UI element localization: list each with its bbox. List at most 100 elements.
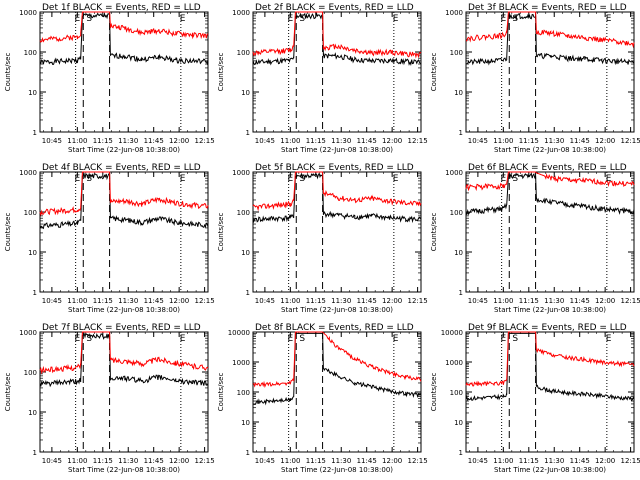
y-tick-label: 1 [33,289,37,297]
events-series-line [39,172,209,230]
x-tick-label: 12:15 [408,297,428,305]
x-tick-label: 12:15 [408,137,428,145]
chart-title: Det 7f BLACK = Events, RED = LLD [42,323,201,333]
x-tick-label: 10:45 [42,457,62,465]
x-tick-label: 10:45 [468,297,488,305]
x-tick-label: 11:15 [306,137,326,145]
x-tick-label: 10:45 [255,457,275,465]
chart-det-5f: Det 5f BLACK = Events, RED = LLD Counts/s… [217,163,428,314]
y-tick-label: 100 [24,369,37,377]
event-marker-label: E [393,334,399,344]
x-tick-label: 11:45 [144,137,164,145]
chart-title: Det 2f BLACK = Events, RED = LLD [255,3,414,13]
events-series-line [252,11,421,67]
x-tick-label: 10:45 [255,137,275,145]
x-tick-label: 12:00 [382,297,402,305]
event-marker-label: E [287,14,293,24]
events-series-line [253,332,422,406]
x-tick-label: 11:45 [357,137,377,145]
x-tick-label: 12:15 [195,297,215,305]
y-axis-label: Counts/sec [4,213,12,252]
y-tick-label: 100 [237,209,250,217]
y-tick-label: 10 [28,89,37,97]
x-tick-label: 11:00 [493,457,513,465]
event-marker-label: E [180,14,186,24]
y-tick-label: 1 [459,289,463,297]
plot-frame [465,11,635,133]
y-tick-label: 10000 [228,329,250,337]
x-tick-label: 12:15 [621,457,640,465]
x-tick-label: 12:00 [382,457,402,465]
lld-series-line [39,171,209,217]
y-tick-label: 1000 [445,359,463,367]
x-tick-label: 11:15 [93,457,113,465]
x-tick-label: 10:45 [42,137,62,145]
saa-marker-label: S [299,334,305,344]
x-tick-label: 11:30 [331,137,351,145]
chart-title: Det 9f BLACK = Events, RED = LLD [468,323,627,333]
saa-marker-label: S [86,334,92,344]
y-tick-label: 10000 [441,329,463,337]
y-tick-label: 1000 [19,9,37,17]
chart-title: Det 3f BLACK = Events, RED = LLD [468,3,627,13]
x-tick-label: 11:30 [331,297,351,305]
chart-title: Det 1f BLACK = Events, RED = LLD [42,3,201,13]
chart-title: Det 8f BLACK = Events, RED = LLD [255,323,414,333]
x-tick-label: 11:45 [570,137,590,145]
events-series-line [465,172,635,216]
x-tick-label: 11:45 [144,457,164,465]
x-tick-label: 11:30 [544,297,564,305]
x-tick-label: 11:30 [331,457,351,465]
y-tick-label: 1000 [232,9,250,17]
y-tick-label: 1000 [232,169,250,177]
y-tick-label: 10 [241,419,250,427]
x-tick-label: 11:30 [544,137,564,145]
plot-frame [465,171,635,293]
event-marker-label: E [606,14,612,24]
saa-marker-label: S [299,14,305,24]
y-axis-label: Counts/sec [217,53,225,92]
y-tick-label: 1 [459,129,463,137]
x-tick-label: 11:15 [93,137,113,145]
x-axis-label: Start Time (22-Jun-08 10:38:00) [494,146,606,154]
x-tick-label: 11:15 [306,297,326,305]
y-tick-label: 10 [28,249,37,257]
y-tick-label: 1 [246,129,250,137]
x-tick-label: 12:15 [621,137,640,145]
y-axis-label: Counts/sec [430,373,438,412]
y-tick-label: 1 [33,129,37,137]
event-marker-label: E [606,334,612,344]
x-tick-label: 11:30 [544,457,564,465]
y-tick-label: 10 [454,419,463,427]
plot-frame [252,11,422,133]
y-axis-label: Counts/sec [217,213,225,252]
x-tick-label: 10:45 [468,457,488,465]
event-marker-label: E [180,334,186,344]
event-marker-label: E [393,174,399,184]
x-axis-label: Start Time (22-Jun-08 10:38:00) [281,306,393,314]
y-tick-label: 1000 [19,329,37,337]
event-marker-label: E [287,174,293,184]
event-marker-label: E [74,334,80,344]
x-tick-label: 12:15 [195,457,215,465]
x-tick-label: 11:30 [118,457,138,465]
x-tick-label: 11:45 [570,297,590,305]
y-tick-label: 10 [241,89,250,97]
x-tick-label: 11:30 [118,137,138,145]
x-axis-label: Start Time (22-Jun-08 10:38:00) [281,466,393,474]
y-tick-label: 100 [24,49,37,57]
x-tick-label: 11:00 [280,297,300,305]
events-series-line [39,12,209,66]
plot-frame [39,331,209,453]
events-series-line [466,12,635,66]
x-tick-label: 11:00 [493,297,513,305]
x-tick-label: 11:30 [118,297,138,305]
x-tick-label: 12:00 [595,137,615,145]
x-tick-label: 11:15 [519,137,539,145]
x-tick-label: 11:00 [280,457,300,465]
x-tick-label: 11:15 [519,297,539,305]
x-tick-label: 10:45 [42,297,62,305]
saa-marker-label: S [86,14,92,24]
